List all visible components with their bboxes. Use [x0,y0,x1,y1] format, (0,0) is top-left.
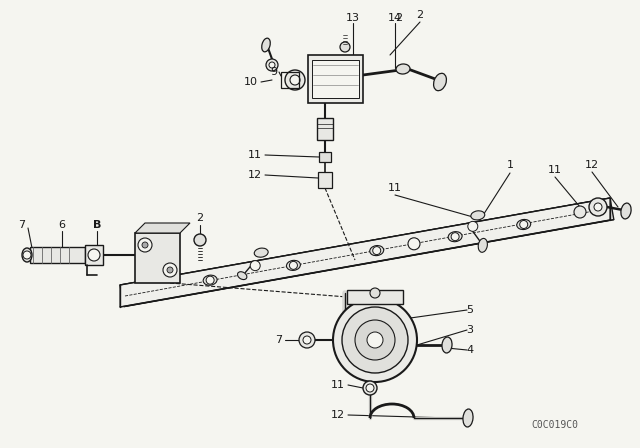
Text: 7: 7 [275,335,282,345]
Bar [85,245,103,265]
Text: 2: 2 [196,213,204,223]
Text: 11: 11 [248,150,262,160]
Ellipse shape [254,248,268,257]
Bar [30,247,85,263]
Circle shape [142,242,148,248]
Text: B: B [93,220,101,230]
Ellipse shape [237,271,247,280]
Circle shape [468,221,478,231]
Polygon shape [120,198,610,307]
Text: 12: 12 [248,170,262,180]
Ellipse shape [442,337,452,353]
Text: C0C019C0: C0C019C0 [531,420,579,430]
Polygon shape [135,223,190,233]
Circle shape [250,261,260,271]
Polygon shape [120,198,614,307]
Bar [317,118,333,140]
Circle shape [574,206,586,218]
Text: 2: 2 [395,13,402,23]
Circle shape [594,203,602,211]
Circle shape [138,238,152,252]
Circle shape [290,75,300,85]
Ellipse shape [287,260,300,271]
Circle shape [266,59,278,71]
Circle shape [370,288,380,298]
Circle shape [303,336,311,344]
Circle shape [167,267,173,273]
Circle shape [367,332,383,348]
Circle shape [299,332,315,348]
Ellipse shape [22,248,32,262]
Circle shape [451,233,459,241]
Ellipse shape [478,238,488,252]
Circle shape [355,320,395,360]
Circle shape [520,220,528,228]
Circle shape [366,384,374,392]
Text: 4: 4 [467,345,474,355]
Circle shape [269,62,275,68]
Bar [347,290,403,304]
Text: 10: 10 [244,77,258,87]
Ellipse shape [448,232,462,242]
Circle shape [285,70,305,90]
Circle shape [589,198,607,216]
Text: 12: 12 [331,410,345,420]
Bar [319,152,331,162]
Bar [135,233,180,283]
Bar [312,60,359,98]
Circle shape [206,276,214,284]
Ellipse shape [471,211,484,220]
Text: 1: 1 [506,160,513,170]
Text: 12: 12 [585,160,599,170]
Circle shape [333,298,417,382]
Circle shape [408,238,420,250]
Circle shape [289,261,298,269]
Bar [281,72,299,88]
Text: 9: 9 [270,67,277,77]
Text: 11: 11 [331,380,345,390]
Circle shape [342,307,408,373]
Circle shape [163,263,177,277]
Text: 2: 2 [417,10,424,20]
Circle shape [363,381,377,395]
Ellipse shape [433,73,447,90]
Text: 14: 14 [388,13,402,23]
Ellipse shape [516,220,531,229]
Ellipse shape [621,203,631,219]
Ellipse shape [463,409,473,427]
Circle shape [372,246,381,254]
Ellipse shape [262,38,270,52]
Bar [308,55,363,103]
Circle shape [88,249,100,261]
Ellipse shape [203,275,217,285]
Text: 5: 5 [467,305,474,315]
Circle shape [194,234,206,246]
Text: 11: 11 [388,183,402,193]
Text: 13: 13 [346,13,360,23]
Ellipse shape [370,246,384,256]
Text: 11: 11 [548,165,562,175]
Text: 6: 6 [58,220,65,230]
Text: 3: 3 [467,325,474,335]
Circle shape [340,42,350,52]
Text: 7: 7 [19,220,26,230]
Bar [318,172,332,188]
Circle shape [23,251,31,259]
Ellipse shape [396,64,410,74]
